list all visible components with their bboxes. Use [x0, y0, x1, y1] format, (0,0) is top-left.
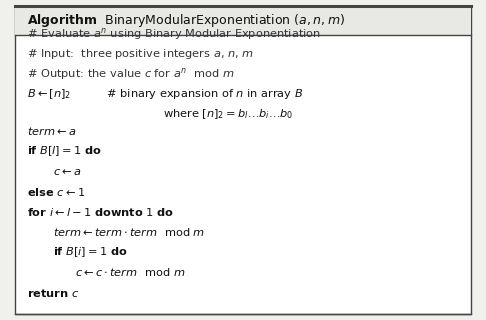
Text: $\mathbf{if}\ B[l] = 1\ \mathbf{do}$: $\mathbf{if}\ B[l] = 1\ \mathbf{do}$ — [27, 145, 102, 158]
Text: # Evaluate $a^n$ using Binary Modular Exponentiation: # Evaluate $a^n$ using Binary Modular Ex… — [27, 26, 321, 42]
Text: $\mathbf{return}\ c$: $\mathbf{return}\ c$ — [27, 287, 79, 299]
Text: $c \leftarrow a$: $c \leftarrow a$ — [53, 167, 82, 177]
Text: # Input:  three positive integers $a$, $n$, $m$: # Input: three positive integers $a$, $n… — [27, 47, 254, 61]
Text: $\mathbf{else}\ c \leftarrow 1$: $\mathbf{else}\ c \leftarrow 1$ — [27, 186, 85, 198]
Text: $\mathbf{for}\ i \leftarrow l-1\ \mathbf{downto}\ 1\ \mathbf{do}$: $\mathbf{for}\ i \leftarrow l-1\ \mathbf… — [27, 206, 174, 218]
Text: where $[n]_2 = b_l \ldots b_i \ldots b_0$: where $[n]_2 = b_l \ldots b_i \ldots b_0… — [163, 107, 293, 121]
Text: $term \leftarrow a$: $term \leftarrow a$ — [27, 125, 76, 137]
Text: # Output: the value $c$ for $a^n$  mod $m$: # Output: the value $c$ for $a^n$ mod $m… — [27, 66, 234, 82]
Text: $c \leftarrow c \cdot term\ \ \mathrm{mod}\ m$: $c \leftarrow c \cdot term\ \ \mathrm{mo… — [75, 267, 186, 278]
FancyBboxPatch shape — [15, 6, 471, 35]
Text: $\bf{Algorithm}$  BinaryModularExponentiation ($a, n, m$): $\bf{Algorithm}$ BinaryModularExponentia… — [27, 12, 345, 29]
FancyBboxPatch shape — [15, 6, 471, 314]
Text: $term \leftarrow term \cdot term\ \ \mathrm{mod}\ m$: $term \leftarrow term \cdot term\ \ \mat… — [53, 226, 206, 238]
Text: $B \leftarrow [n]_2$          # binary expansion of $n$ in array $B$: $B \leftarrow [n]_2$ # binary expansion … — [27, 87, 303, 101]
Text: $\mathbf{if}\ B[i] = 1\ \mathbf{do}$: $\mathbf{if}\ B[i] = 1\ \mathbf{do}$ — [53, 245, 128, 259]
